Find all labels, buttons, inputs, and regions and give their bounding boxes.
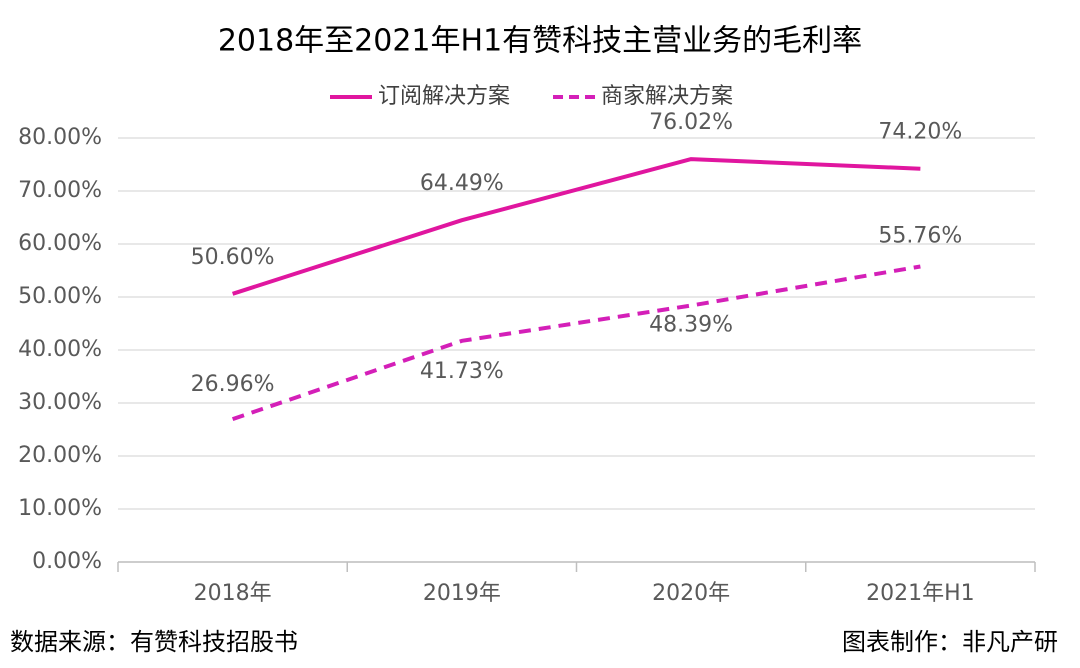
y-tick-label: 20.00% bbox=[18, 443, 102, 468]
data-label: 74.20% bbox=[878, 120, 962, 145]
y-tick-label: 40.00% bbox=[18, 337, 102, 362]
x-tick-label: 2021年H1 bbox=[866, 581, 975, 606]
legend-label: 订阅解决方案 bbox=[378, 84, 510, 109]
x-tick-label: 2019年 bbox=[423, 581, 501, 606]
y-tick-label: 60.00% bbox=[18, 231, 102, 256]
x-tick-label: 2020年 bbox=[652, 581, 730, 606]
data-label: 50.60% bbox=[191, 245, 275, 270]
y-tick-label: 10.00% bbox=[18, 496, 102, 521]
credit-note: 图表制作：非凡产研 bbox=[842, 628, 1058, 656]
chart-title: 2018年至2021年H1有赞科技主营业务的毛利率 bbox=[218, 24, 862, 59]
data-label: 26.96% bbox=[191, 372, 275, 397]
series-line bbox=[231, 264, 921, 422]
y-tick-label: 50.00% bbox=[18, 284, 102, 309]
legend-label: 商家解决方案 bbox=[601, 84, 733, 109]
x-tick-label: 2018年 bbox=[194, 581, 272, 606]
y-tick-label: 0.00% bbox=[32, 549, 102, 574]
data-label: 64.49% bbox=[420, 171, 504, 196]
data-label: 48.39% bbox=[649, 313, 733, 338]
y-tick-label: 30.00% bbox=[18, 390, 102, 415]
source-note: 数据来源：有赞科技招股书 bbox=[10, 628, 298, 656]
data-label: 55.76% bbox=[878, 223, 962, 248]
y-tick-label: 80.00% bbox=[18, 125, 102, 150]
y-tick-label: 70.00% bbox=[18, 178, 102, 203]
data-label: 41.73% bbox=[420, 359, 504, 384]
series-line bbox=[232, 157, 921, 296]
data-label: 76.02% bbox=[649, 110, 733, 135]
